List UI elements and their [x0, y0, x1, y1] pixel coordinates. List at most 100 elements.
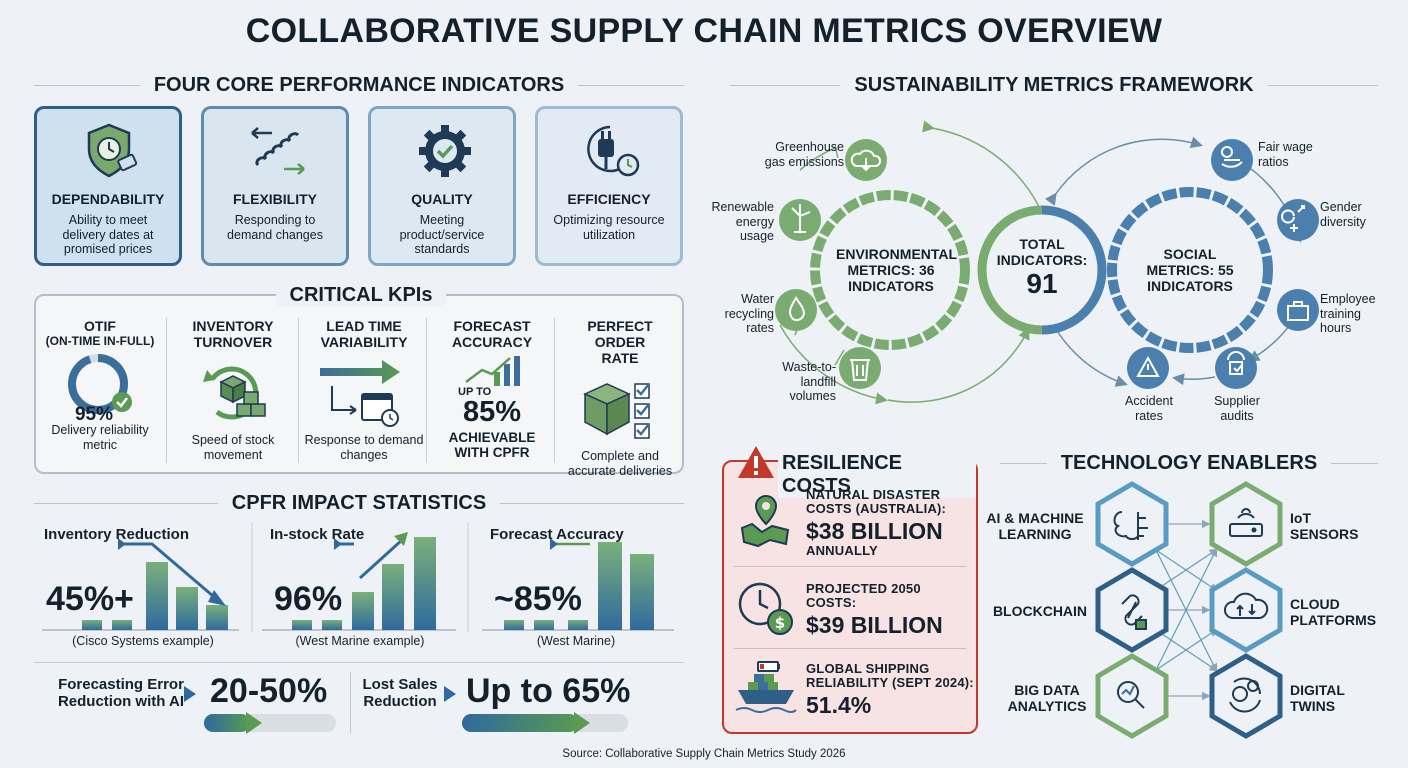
bar — [382, 564, 404, 630]
kpi-desc: Response to demand changes — [304, 433, 424, 462]
kpi-heading: CRITICAL KPIs — [276, 284, 446, 307]
bar — [534, 620, 554, 630]
warning-icon — [738, 446, 774, 478]
card-desc: Responding to demand changes — [227, 213, 323, 242]
core-card-flexibility: FLEXIBILITY Responding to demand changes — [201, 106, 349, 266]
kpi-subtitle: (ON-TIME IN-FULL) — [45, 334, 155, 348]
social-item: Fair wage ratios — [1258, 140, 1313, 169]
bar — [176, 587, 198, 630]
clock-money-icon: $ — [738, 582, 793, 635]
sustain-heading: SUSTAINABILITY METRICS FRAMEWORK — [730, 74, 1378, 97]
kpi-forecast-accuracy: FORECAST ACCURACY UP TO 85% ACHIEVABLE W… — [430, 318, 554, 460]
bar — [146, 562, 168, 630]
tech-cloud-label: CLOUD PLATFORMS — [1290, 596, 1377, 628]
kpi-desc: Delivery reliability metric — [51, 423, 149, 452]
resilience-suffix: ANNUALLY — [806, 543, 878, 558]
gender-icon — [1281, 205, 1305, 232]
bar — [206, 605, 228, 630]
core-card-dependability: DEPENDABILITY Ability to meet delivery d… — [34, 106, 182, 266]
kpi-title: INVENTORY TURNOVER — [192, 318, 274, 350]
forecast-value: 85% — [462, 396, 522, 428]
bar — [352, 592, 374, 630]
resilience-label: NATURAL DISASTER COSTS (AUSTRALIA): — [806, 487, 947, 516]
gear-icon — [1232, 686, 1248, 702]
sustain-heading-text: SUSTAINABILITY METRICS FRAMEWORK — [854, 74, 1254, 96]
kpi-desc: Speed of stock movement — [191, 433, 275, 462]
progress-arrow-icon — [574, 712, 590, 734]
play-arrow-icon — [184, 686, 196, 702]
error-reduction-track — [204, 712, 336, 734]
divider — [34, 662, 684, 663]
divider — [350, 672, 351, 734]
divider — [554, 318, 555, 463]
lost-sales-label: Lost Sales Reduction — [362, 676, 438, 710]
box-checklist-icon — [583, 383, 650, 439]
shield-clock-icon — [87, 123, 138, 178]
cpfr-bar-charts — [42, 522, 674, 632]
card-desc: Optimizing resource utilization — [553, 213, 665, 242]
divider — [734, 648, 966, 649]
env-item: Water recycling rates — [724, 292, 774, 335]
resilience-value: $39 BILLION — [806, 612, 943, 638]
briefcase-icon — [1287, 301, 1309, 321]
lost-sales-track — [462, 712, 628, 734]
core-card-efficiency: EFFICIENCY Optimizing resource utilizati… — [535, 106, 683, 266]
bar — [82, 620, 102, 630]
upto-label: UP TO — [458, 386, 492, 398]
kpi-desc: Complete and accurate deliveries — [567, 449, 673, 478]
card-title: FLEXIBILITY — [233, 191, 317, 207]
arrow-calendar-icon — [320, 360, 400, 427]
progress-arrow-icon — [246, 712, 262, 734]
cloud-icon — [1223, 592, 1269, 619]
page-title: COLLABORATIVE SUPPLY CHAIN METRICS OVERV… — [245, 12, 1163, 50]
card-title: QUALITY — [411, 191, 473, 207]
cpfr-caption: (Cisco Systems example) — [72, 634, 214, 648]
env-item: Renewable energy usage — [711, 200, 774, 243]
cpfr-value: ~85% — [494, 580, 582, 618]
divider — [298, 318, 299, 463]
env-item: Greenhouse gas emissions — [764, 140, 844, 169]
error-reduction-fill — [204, 714, 250, 732]
kpi-title: OTIF — [84, 318, 116, 334]
bar — [322, 620, 342, 630]
bar — [414, 537, 436, 630]
bar — [112, 620, 132, 630]
divider — [734, 566, 966, 567]
kpi-inventory-turnover: INVENTORY TURNOVER Speed of stock moveme… — [172, 318, 294, 462]
otif-value: 95% — [74, 404, 114, 425]
error-reduction-value: 20-50% — [210, 672, 328, 710]
cpfr-panels: Inventory Reduction 45%+ (Cisco Systems … — [34, 522, 684, 656]
core-heading-text: FOUR CORE PERFORMANCE INDICATORS — [153, 74, 565, 96]
donut-check-icon — [68, 354, 132, 414]
kpi-title: FORECAST ACCURACY — [451, 318, 533, 350]
core-card-quality: QUALITY Meeting product/service standard… — [368, 106, 516, 266]
social-metrics-label: SOCIAL METRICS: 55 INDICATORS — [1146, 246, 1234, 294]
sustain-diagram — [775, 120, 1319, 405]
play-arrow-icon — [444, 686, 456, 702]
social-item: Accident rates — [1125, 394, 1173, 423]
kpi-otif: OTIF (ON-TIME IN-FULL) 95% Delivery reli… — [40, 318, 160, 452]
svg-text:$: $ — [775, 614, 785, 632]
source-note: Source: Collaborative Supply Chain Metri… — [562, 748, 846, 760]
bar — [568, 620, 588, 630]
gear-check-icon — [419, 125, 471, 177]
resilience-heading: RESILIENCE COSTS — [778, 452, 976, 498]
social-item: Supplier audits — [1214, 394, 1260, 423]
cpfr-value: 96% — [274, 580, 343, 618]
card-title: DEPENDABILITY — [51, 191, 165, 207]
divider — [426, 318, 427, 463]
worker-icon — [1227, 351, 1245, 375]
tech-heading: TECHNOLOGY ENABLERS — [1000, 452, 1379, 475]
cpfr-heading-text: CPFR IMPACT STATISTICS — [231, 492, 487, 514]
kpi-title: LEAD TIME VARIABILITY — [320, 318, 408, 350]
resilience-panel: RESILIENCE COSTS NATURAL DISASTER COSTS … — [722, 446, 978, 734]
cpfr-label: Inventory Reduction — [44, 526, 190, 543]
total-label: TOTAL INDICATORS: — [996, 236, 1088, 268]
tech-ai-label: AI & MACHINE LEARNING — [986, 510, 1084, 542]
total-value: 91 — [1026, 268, 1058, 299]
tech-network — [1095, 481, 1283, 739]
bar — [598, 542, 622, 630]
core-heading: FOUR CORE PERFORMANCE INDICATORS — [34, 74, 685, 97]
resilience-label: GLOBAL SHIPPING RELIABILITY (SEPT 2024): — [806, 661, 974, 690]
lock-icon — [1135, 619, 1147, 630]
